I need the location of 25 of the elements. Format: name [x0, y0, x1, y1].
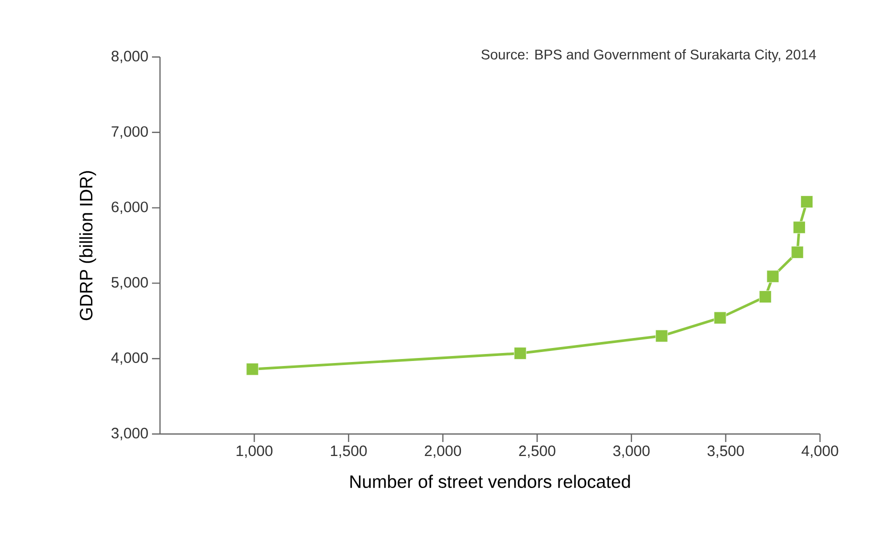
y-tick-label: 7,000	[112, 126, 148, 139]
annotation: Source: BPS and Government of Surakarta City, 2014	[481, 49, 816, 62]
y-tick-label: 4,000	[111, 352, 148, 365]
x-tick-label: 3,000	[613, 446, 650, 458]
point	[246, 362, 259, 376]
point	[793, 221, 806, 234]
point	[759, 290, 772, 303]
x-tick-label: 4,000	[802, 446, 838, 458]
point	[766, 270, 780, 283]
point	[514, 347, 526, 360]
y-tick-label: 8,000	[112, 50, 148, 64]
y-tick-label: 6,000	[112, 202, 148, 214]
y-axis-title: GDRP (billion IDR)	[79, 171, 96, 320]
x-tick-label: 2,000	[424, 446, 462, 458]
point	[655, 330, 668, 342]
point	[800, 196, 814, 208]
y-tick-label: 3,000	[111, 428, 148, 440]
x-tick-label: 3,500	[708, 446, 744, 458]
point	[714, 312, 726, 324]
x-tick-label: 1,500	[330, 446, 367, 458]
x-tick-label: 2,500	[519, 446, 556, 458]
x-axis-title: Number of street vendors relocated	[350, 474, 630, 488]
point	[791, 246, 804, 258]
y-tick-label: 5,000	[112, 277, 148, 290]
x-tick-label: 1,000	[236, 446, 272, 458]
